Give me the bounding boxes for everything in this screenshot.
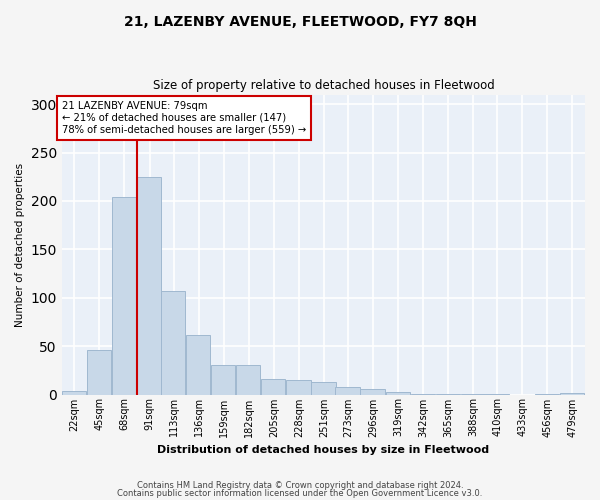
Bar bbox=[112, 197, 136, 394]
X-axis label: Distribution of detached houses by size in Fleetwood: Distribution of detached houses by size … bbox=[157, 445, 490, 455]
Bar bbox=[161, 291, 185, 395]
Title: Size of property relative to detached houses in Fleetwood: Size of property relative to detached ho… bbox=[152, 79, 494, 92]
Bar bbox=[311, 382, 335, 394]
Bar bbox=[335, 387, 359, 394]
Bar bbox=[186, 334, 210, 394]
Text: Contains HM Land Registry data © Crown copyright and database right 2024.: Contains HM Land Registry data © Crown c… bbox=[137, 481, 463, 490]
Bar bbox=[361, 388, 385, 394]
Text: 21, LAZENBY AVENUE, FLEETWOOD, FY7 8QH: 21, LAZENBY AVENUE, FLEETWOOD, FY7 8QH bbox=[124, 15, 476, 29]
Bar bbox=[261, 379, 286, 394]
Bar bbox=[560, 392, 584, 394]
Bar bbox=[87, 350, 111, 395]
Bar bbox=[386, 392, 410, 394]
Bar bbox=[236, 366, 260, 394]
Text: 21 LAZENBY AVENUE: 79sqm
← 21% of detached houses are smaller (147)
78% of semi-: 21 LAZENBY AVENUE: 79sqm ← 21% of detach… bbox=[62, 102, 306, 134]
Bar bbox=[62, 390, 86, 394]
Bar bbox=[211, 366, 235, 394]
Text: Contains public sector information licensed under the Open Government Licence v3: Contains public sector information licen… bbox=[118, 488, 482, 498]
Bar bbox=[286, 380, 311, 394]
Bar bbox=[137, 177, 161, 394]
Y-axis label: Number of detached properties: Number of detached properties bbox=[15, 162, 25, 326]
